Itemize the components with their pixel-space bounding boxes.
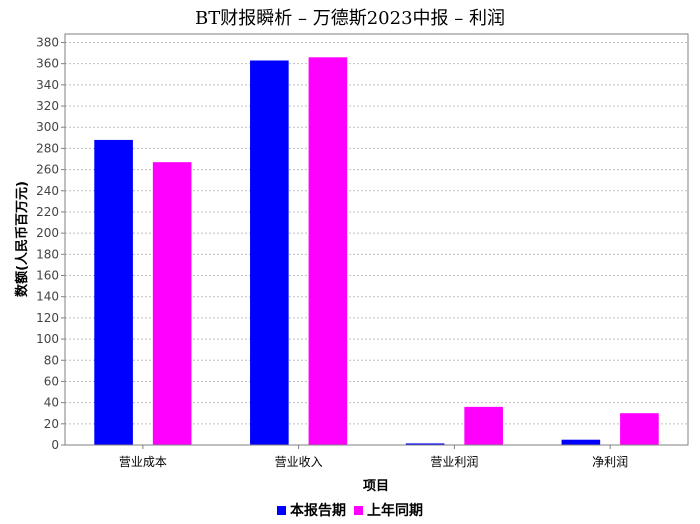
bar-previous-3: [620, 413, 659, 445]
bar-current-1: [250, 60, 289, 445]
y-tick-label: 320: [36, 99, 59, 113]
y-tick-label: 220: [36, 205, 59, 219]
bar-layer: [94, 57, 659, 446]
bar-previous-1: [308, 57, 348, 445]
plot-border: [64, 33, 689, 446]
bar-previous-0: [152, 162, 192, 446]
x-tick-label: 营业成本: [119, 455, 167, 469]
y-tick-label: 240: [36, 184, 59, 198]
legend: 本报告期 上年同期: [0, 500, 700, 520]
legend-label: 上年同期: [367, 503, 423, 519]
bar-current-3: [561, 439, 601, 445]
y-tick-label: 260: [36, 163, 59, 177]
y-tick-label: 20: [44, 417, 59, 431]
bar-current-2: [405, 443, 445, 445]
y-tick-label: 0: [51, 438, 59, 452]
y-tick-label: 140: [36, 290, 59, 304]
y-tick-label: 80: [44, 353, 59, 367]
axis-layer: 0 20 40 60 80 100 120 140 160 180 200 220 240 260 280 3…: [36, 35, 628, 469]
legend-swatch: [277, 506, 286, 515]
bar-current-0: [94, 139, 133, 445]
chart-title: BT财报瞬析 – 万德斯2023中报 – 利润: [195, 8, 505, 29]
y-axis-title: 数额(人民币百万元): [14, 181, 30, 297]
x-tick-label: 净利润: [592, 455, 628, 469]
legend-item: 上年同期: [354, 500, 423, 520]
y-tick-label: 180: [36, 247, 59, 261]
y-tick-label: 40: [44, 396, 59, 410]
y-tick-label: 380: [36, 35, 59, 49]
y-tick-label: 200: [36, 226, 59, 240]
y-tick-label: 100: [36, 332, 59, 346]
y-tick-label: 340: [36, 78, 59, 92]
y-tick-label: 120: [36, 311, 59, 325]
legend-swatch: [354, 506, 363, 515]
x-tick-label: 营业利润: [430, 455, 478, 469]
x-tick-label: 营业收入: [275, 455, 323, 469]
y-tick-label: 360: [36, 57, 59, 71]
legend-label: 本报告期: [290, 503, 346, 519]
y-tick-label: 60: [44, 374, 59, 388]
y-tick-label: 280: [36, 141, 59, 155]
y-tick-label: 300: [36, 120, 59, 134]
y-tick-label: 160: [36, 269, 59, 283]
x-axis-title: 项目: [363, 479, 389, 494]
bar-previous-2: [464, 406, 503, 445]
legend-item: 本报告期: [277, 500, 346, 520]
